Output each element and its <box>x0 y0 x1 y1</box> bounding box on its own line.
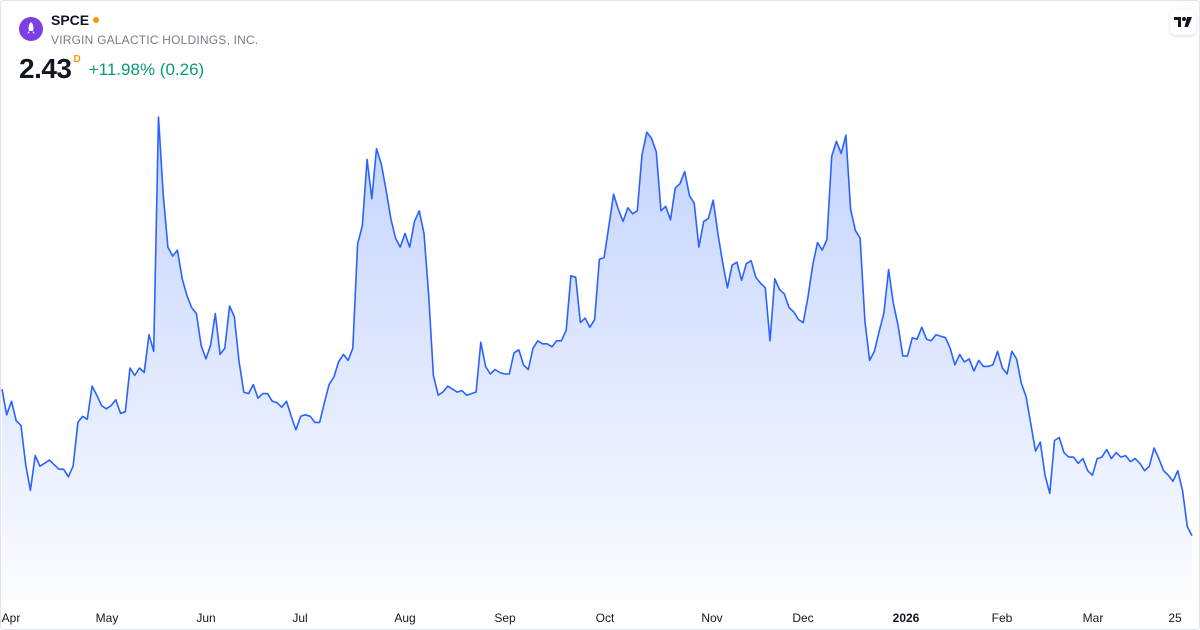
last-price: 2.43 <box>19 53 72 84</box>
rocket-icon <box>19 17 43 41</box>
x-tick-label: 2026 <box>893 611 920 625</box>
x-tick-label: Apr <box>2 611 21 625</box>
price-change: +11.98% (0.26) <box>88 60 205 79</box>
x-tick-label: Jul <box>292 611 307 625</box>
x-tick-label: Oct <box>596 611 615 625</box>
x-tick-label: Jun <box>196 611 215 625</box>
tradingview-logo-icon[interactable] <box>1170 9 1196 35</box>
series-line <box>1 116 1193 537</box>
ticker-symbol[interactable]: SPCE <box>51 12 90 28</box>
x-tick-label: Aug <box>394 611 415 625</box>
x-tick-label: Feb <box>992 611 1013 625</box>
x-tick-label: May <box>96 611 119 625</box>
x-tick-label: Sep <box>494 611 516 625</box>
x-tick-label: Mar <box>1083 611 1104 625</box>
price-row: 2.43 D +11.98% (0.26) <box>19 53 204 85</box>
market-status-dot <box>93 17 100 23</box>
x-tick-label: Nov <box>701 611 722 625</box>
x-tick-label: Dec <box>792 611 813 625</box>
ticker-row: SPCE <box>51 12 100 30</box>
series-area-fill <box>2 117 1192 600</box>
x-tick-label: 25 <box>1168 611 1182 625</box>
price-interval-badge: D <box>73 54 81 65</box>
company-name: VIRGIN GALACTIC HOLDINGS, INC. <box>51 33 259 47</box>
